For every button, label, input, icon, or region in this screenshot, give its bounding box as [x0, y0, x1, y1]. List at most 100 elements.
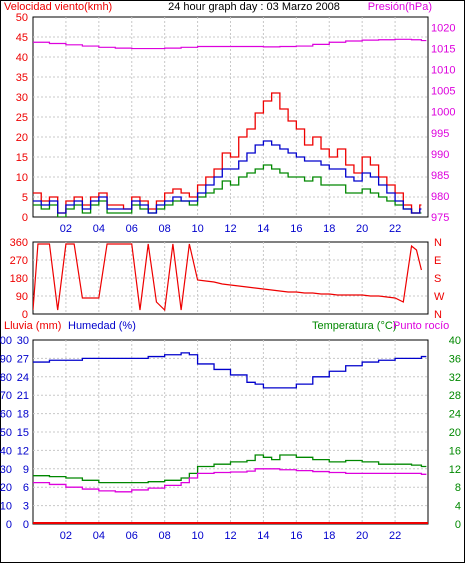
- temp-x-tick-label: 06: [126, 530, 138, 542]
- humidity-y-tick-label: 21: [17, 390, 29, 402]
- humidity-y-tick-label: 15: [17, 427, 29, 439]
- wind-y-tick-label: 50: [16, 12, 28, 24]
- rain-y-tick-label: 90: [0, 353, 12, 365]
- temp-x-tick-label: 04: [93, 530, 105, 542]
- temp-x-tick-label: 16: [290, 530, 302, 542]
- temperature-y-tick-label: 8: [455, 482, 461, 494]
- wind-y-tick-label: 45: [16, 32, 28, 44]
- humidity-y-tick-label: 24: [17, 372, 29, 384]
- wind-series-group: [33, 38, 427, 217]
- pressure-y-tick-label: 990: [431, 149, 449, 161]
- direction-compass-label: N: [434, 237, 442, 249]
- pressure-y-tick-label: 1015: [431, 44, 455, 56]
- humidity-y-tick-label: 3: [23, 501, 29, 513]
- temperature-y-tick-label: 24: [449, 409, 461, 421]
- wind-y-tick-label: 0: [22, 212, 28, 224]
- wind-x-tick-label: 04: [93, 223, 105, 235]
- humidity-y-tick-label: 6: [23, 482, 29, 494]
- temperature-y-tick-label: 40: [449, 335, 461, 347]
- temperature-y-tick-label: 4: [455, 501, 461, 513]
- wind-series-line: [33, 164, 422, 217]
- temperature-y-tick-label: 28: [449, 390, 461, 402]
- temp-x-tick-label: 18: [323, 530, 335, 542]
- rain-y-tick-label: 30: [0, 464, 12, 476]
- pressure-y-tick-label: 1020: [431, 23, 455, 35]
- rain-y-tick-label: 40: [0, 445, 12, 457]
- wind-series-line: [33, 140, 422, 214]
- temperature-y-tick-label: 36: [449, 353, 461, 365]
- pressure-y-tick-label: 980: [431, 191, 449, 203]
- rain-y-tick-label: 50: [0, 427, 12, 439]
- wind-x-tick-label: 18: [323, 223, 335, 235]
- humidity-y-tick-label: 27: [17, 353, 29, 365]
- pressure-y-tick-label: 975: [431, 212, 449, 224]
- pressure-y-tick-label: 1000: [431, 107, 455, 119]
- temperature-axis-title: Temperatura (°C): [312, 320, 396, 332]
- pressure-y-tick-label: 995: [431, 128, 449, 140]
- temperature-series-line: [33, 454, 427, 484]
- direction-compass-label: S: [434, 273, 441, 285]
- pressure-series-line: [33, 38, 427, 50]
- humidity-series-line: [33, 352, 427, 389]
- humidity-y-tick-label: 0: [23, 519, 29, 531]
- wind-x-tick-label: 14: [257, 223, 269, 235]
- direction-y-tick-label: 0: [22, 309, 28, 321]
- wind-x-tick-label: 20: [356, 223, 368, 235]
- rain-y-tick-label: 70: [0, 390, 12, 402]
- wind-y-tick-label: 35: [16, 72, 28, 84]
- left-title: Velocidad viento(kmh): [4, 1, 112, 13]
- dewpoint-axis-title: Punto rocío: [393, 320, 449, 332]
- wind-y-tick-label: 30: [16, 92, 28, 104]
- wind-y-tick-label: 25: [16, 112, 28, 124]
- pressure-y-tick-label: 985: [431, 170, 449, 182]
- temperature-y-tick-label: 16: [449, 445, 461, 457]
- rain-y-tick-label: 10: [0, 501, 12, 513]
- humidity-y-tick-label: 18: [17, 409, 29, 421]
- wind-y-tick-label: 20: [16, 132, 28, 144]
- rain-y-tick-label: 100: [0, 335, 12, 347]
- right-title: Presión(hPa): [368, 1, 432, 13]
- direction-compass-label: N: [434, 309, 442, 321]
- pressure-y-tick-label: 1010: [431, 65, 455, 77]
- wind-series-line: [33, 92, 422, 214]
- wind-x-tick-label: 02: [60, 223, 72, 235]
- temperature-y-tick-label: 32: [449, 372, 461, 384]
- wind-y-tick-label: 40: [16, 52, 28, 64]
- wind-x-tick-label: 08: [159, 223, 171, 235]
- dewpoint-series-line: [33, 468, 427, 493]
- wind-x-tick-label: 22: [389, 223, 401, 235]
- wind-x-tick-label: 12: [224, 223, 236, 235]
- direction-series-line: [33, 243, 422, 312]
- direction-y-tick-label: 270: [10, 255, 28, 267]
- rain-axis-title: Lluvia (mm): [4, 320, 61, 332]
- wind-y-tick-label: 10: [16, 172, 28, 184]
- direction-compass-label: E: [434, 255, 441, 267]
- temperature-y-tick-label: 20: [449, 427, 461, 439]
- temp-x-tick-label: 22: [389, 530, 401, 542]
- wind-y-tick-label: 5: [22, 192, 28, 204]
- humidity-axis-title: Humedad (%): [68, 320, 136, 332]
- temp-x-tick-label: 14: [257, 530, 269, 542]
- temperature-y-tick-label: 0: [455, 519, 461, 531]
- rain-y-tick-label: 0: [6, 519, 12, 531]
- humidity-y-tick-label: 12: [17, 445, 29, 457]
- temperature-y-tick-label: 12: [449, 464, 461, 476]
- humidity-y-tick-label: 30: [17, 335, 29, 347]
- wind-x-tick-label: 16: [290, 223, 302, 235]
- temp-series-group: [33, 352, 428, 524]
- direction-y-tick-label: 360: [10, 237, 28, 249]
- rain-y-tick-label: 20: [0, 482, 12, 494]
- rain-y-tick-label: 80: [0, 372, 12, 384]
- center-title: 24 hour graph day : 03 Marzo 2008: [168, 1, 340, 13]
- direction-y-tick-label: 180: [10, 273, 28, 285]
- temp-x-tick-label: 08: [159, 530, 171, 542]
- humidity-y-tick-label: 9: [23, 464, 29, 476]
- temp-x-tick-label: 12: [224, 530, 236, 542]
- temp-x-tick-label: 02: [60, 530, 72, 542]
- pressure-y-tick-label: 1005: [431, 86, 455, 98]
- direction-compass-label: W: [434, 291, 445, 303]
- direction-y-tick-label: 90: [16, 291, 28, 303]
- wind-x-tick-label: 10: [191, 223, 203, 235]
- rain-y-tick-label: 60: [0, 409, 12, 421]
